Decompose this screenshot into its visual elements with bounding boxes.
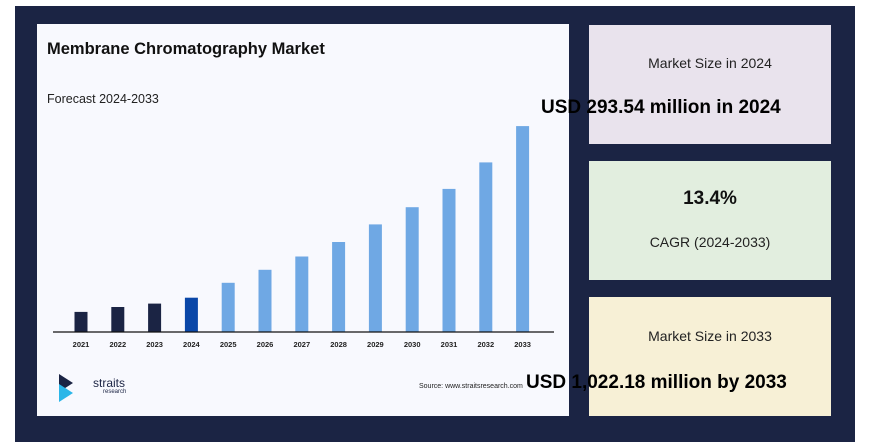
chart-subtitle: Forecast 2024-2033	[47, 92, 159, 106]
cagr-label: CAGR (2024-2033)	[649, 234, 771, 250]
bar-2027	[295, 256, 309, 332]
logo-subname: research	[103, 389, 127, 395]
x-tick-label-2026: 2026	[257, 340, 274, 349]
card-market-size-2033: Market Size in 2033	[589, 297, 831, 416]
x-tick-label-2031: 2031	[441, 340, 458, 349]
market-size-2033-value: USD 1,022.18 million by 2033	[526, 372, 787, 393]
x-tick-label-2029: 2029	[367, 340, 384, 349]
x-tick-label-2027: 2027	[293, 340, 310, 349]
source-note: Source: www.straitsresearch.com	[419, 383, 523, 390]
bar-2024	[184, 297, 198, 332]
logo-name: straits	[93, 376, 126, 390]
market-size-2033-label: Market Size in 2033	[648, 328, 772, 344]
bar-2023	[148, 303, 162, 332]
chart-panel: 2021 2022 2023 2024 2025 2026 2027 2028 2029 2030…	[37, 24, 569, 416]
bar-2026	[258, 269, 272, 332]
x-tick-label-2028: 2028	[330, 340, 347, 349]
x-tick-label-2024: 2024	[183, 340, 201, 349]
x-tick-label-2022: 2022	[109, 340, 126, 349]
card-market-size-2024: Market Size in 2024	[589, 25, 831, 144]
cagr-value: 13.4%	[683, 188, 737, 209]
bar-chart: 2021 2022 2023 2024 2025 2026 2027 2028 2029 2030…	[53, 126, 554, 349]
bar-2028	[332, 242, 346, 332]
bar-2030	[405, 207, 419, 332]
x-tick-label-2023: 2023	[146, 340, 163, 349]
bar-2021	[74, 311, 88, 332]
x-tick-label-2021: 2021	[73, 340, 90, 349]
bar-2025	[221, 282, 235, 332]
bar-2032	[479, 162, 493, 332]
market-size-2024-label: Market Size in 2024	[648, 55, 772, 71]
x-tick-label-2033: 2033	[514, 340, 531, 349]
bar-2031	[442, 188, 456, 332]
card-cagr: 13.4% CAGR (2024-2033)	[589, 161, 831, 280]
x-tick-label-2025: 2025	[220, 340, 237, 349]
x-tick-label-2032: 2032	[477, 340, 494, 349]
chart-title: Membrane Chromatography Market	[47, 40, 325, 58]
bar-2033	[516, 126, 530, 332]
bar-2029	[368, 224, 382, 332]
x-tick-label-2030: 2030	[404, 340, 421, 349]
bar-2022	[111, 307, 125, 332]
straits-logo-icon	[59, 374, 73, 402]
market-size-2024-value: USD 293.54 million in 2024	[541, 97, 781, 118]
